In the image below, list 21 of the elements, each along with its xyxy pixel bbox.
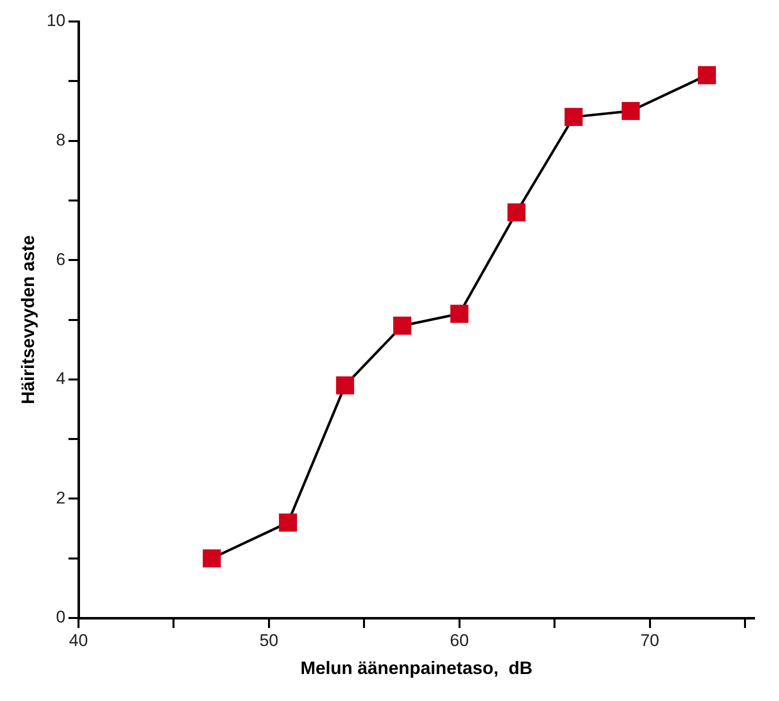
point: [507, 203, 526, 222]
x-axis-title: Melun äänenpainetaso, dB: [300, 658, 533, 678]
point: [564, 108, 583, 126]
y-axis-title: Häiritsevyyden aste: [18, 235, 38, 404]
y-tick-label: 0: [56, 608, 66, 627]
y-tick-label: 6: [56, 250, 66, 269]
y-tick-label: 2: [56, 488, 66, 508]
x-tick-label: 40: [69, 630, 88, 650]
point: [393, 316, 412, 335]
point: [450, 304, 468, 323]
y-tick-label: 4: [56, 369, 66, 388]
x-tick-label: 60: [450, 630, 469, 650]
point: [336, 376, 354, 394]
x-tick-label: 70: [640, 630, 660, 650]
point: [202, 549, 221, 568]
point: [698, 66, 716, 84]
point: [622, 102, 640, 120]
point: [278, 514, 297, 532]
x-tick-label: 50: [259, 630, 278, 650]
y-tick-label: 8: [56, 130, 66, 150]
y-tick-label: 10: [46, 11, 66, 30]
